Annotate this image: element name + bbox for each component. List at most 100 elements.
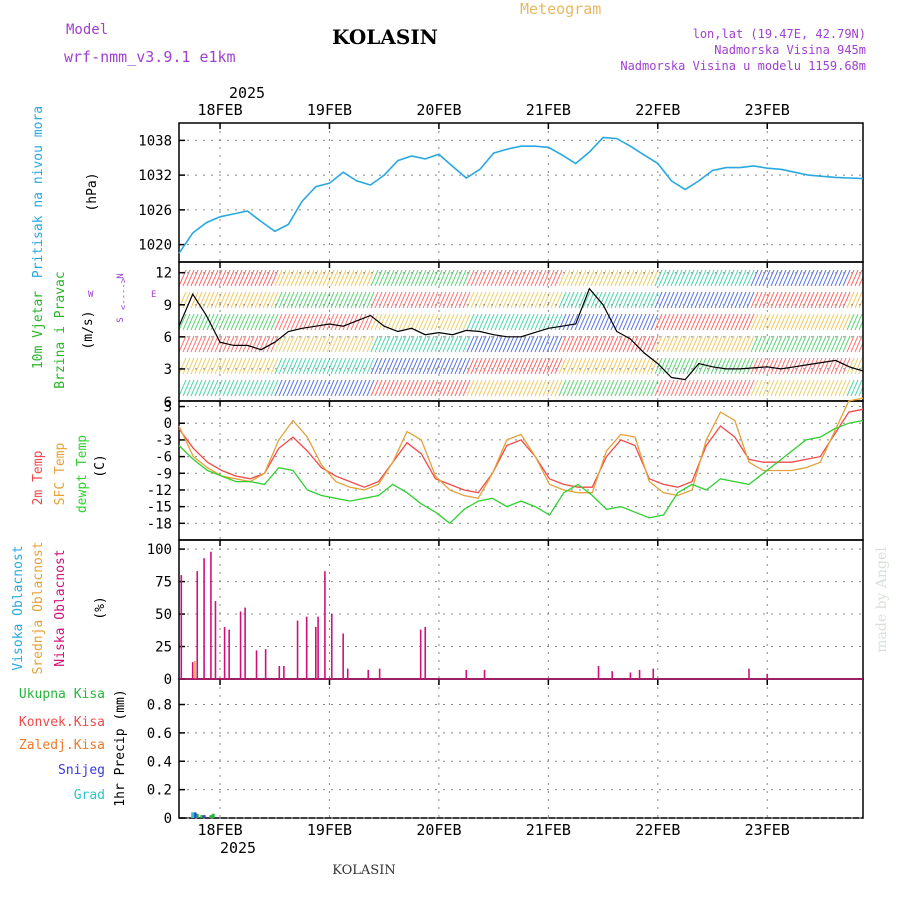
wind-barb-stroke [514, 357, 523, 375]
wind-barb-stroke [518, 313, 527, 331]
wind-barb-stroke [666, 313, 675, 331]
wind-barb-stroke [430, 335, 439, 353]
wind-barb-stroke [626, 379, 635, 397]
wind-barb-stroke [650, 291, 659, 309]
wind-barb-stroke [770, 357, 779, 375]
wind-barb-stroke [298, 269, 307, 287]
wind-barb-stroke [234, 357, 243, 375]
wind-barb-stroke [510, 357, 519, 375]
pressure-ylabel: Pritisak na nivou mora [31, 106, 46, 278]
wind-barb-stroke [490, 313, 499, 331]
wind-barb-stroke [562, 291, 571, 309]
wind-barb-stroke [554, 335, 563, 353]
wind-barb-stroke [430, 291, 439, 309]
wind-barb-stroke [838, 379, 847, 397]
wind-barb-stroke [622, 313, 631, 331]
wind-barb-stroke [778, 357, 787, 375]
wind-barb-stroke [502, 335, 511, 353]
wind-barb-stroke [682, 269, 691, 287]
wind-barb-stroke [666, 269, 675, 287]
wind-barb-stroke [334, 313, 343, 331]
wind-barb-stroke [354, 379, 363, 397]
wind-barb-stroke [802, 269, 811, 287]
wind-barb-stroke [230, 357, 239, 375]
y-tick-label: 1020 [138, 238, 172, 254]
wind-barb-stroke [354, 357, 363, 375]
wind-barb-stroke [234, 335, 243, 353]
wind-barb-stroke [402, 357, 411, 375]
wind-barb-stroke [426, 291, 435, 309]
y-tick-label: 50 [155, 607, 172, 623]
wind-barb-stroke [194, 335, 203, 353]
wind-barb-stroke [502, 379, 511, 397]
wind-barb-stroke [558, 357, 567, 375]
wind-barb-stroke [710, 335, 719, 353]
wind-barb-stroke [206, 291, 215, 309]
y-tick-label: 3 [164, 362, 172, 378]
wind-barb-stroke [266, 379, 275, 397]
wind-barb-stroke [850, 291, 859, 309]
wind-barb-stroke [230, 313, 239, 331]
wind-barb-stroke [782, 335, 791, 353]
wind-barb-bands [179, 269, 863, 397]
wind-barb-stroke [594, 313, 603, 331]
wind-barb-stroke [422, 357, 431, 375]
wind-barb-stroke [806, 357, 815, 375]
wind-barb-stroke [810, 357, 819, 375]
y-tick-label: -6 [155, 450, 172, 466]
wind-barb-stroke [302, 313, 311, 331]
wind-barb-stroke [818, 379, 827, 397]
wind-barb-stroke [738, 379, 747, 397]
wind-barb-stroke [258, 357, 267, 375]
wind-barb-stroke [386, 357, 395, 375]
wind-barb-stroke [406, 313, 415, 331]
wind-barb-stroke [622, 291, 631, 309]
wind-barb-stroke [350, 291, 359, 309]
wind-barb-stroke [238, 291, 247, 309]
wind-barb-stroke [830, 313, 839, 331]
wind-barb-stroke [246, 357, 255, 375]
wind-barb-stroke [658, 379, 667, 397]
top-day-label: 19FEB [307, 101, 352, 119]
wind-barb-stroke [506, 291, 515, 309]
wind-barb-stroke [838, 335, 847, 353]
wind-barb-stroke [786, 313, 795, 331]
wind-barb-stroke [854, 357, 863, 375]
wind-barb-stroke [370, 269, 379, 287]
wind-barb-stroke [782, 379, 791, 397]
wind-barb-stroke [282, 335, 291, 353]
wind-barb-stroke [234, 291, 243, 309]
wind-barb-stroke [482, 379, 491, 397]
wind-barb-stroke [634, 357, 643, 375]
wind-barb-stroke [642, 291, 651, 309]
wind-barb-stroke [638, 291, 647, 309]
wind-barb-stroke [846, 379, 855, 397]
wind-barb-stroke [734, 357, 743, 375]
wind-barb-stroke [354, 291, 363, 309]
wind-barb-stroke [818, 291, 827, 309]
wind-barb-stroke [322, 313, 331, 331]
y-tick-label: 1038 [138, 133, 172, 149]
wind-barb-stroke [518, 379, 527, 397]
wind-barb-stroke [726, 379, 735, 397]
wind-barb-stroke [338, 357, 347, 375]
wind-barb-stroke [398, 357, 407, 375]
wind-barb-stroke [306, 291, 315, 309]
wind-barb-stroke [782, 313, 791, 331]
wind-barb-stroke [202, 291, 211, 309]
wind-barb-stroke [658, 335, 667, 353]
wind-barb-stroke [446, 313, 455, 331]
wind-barb-stroke [326, 313, 335, 331]
wind-barb-stroke [642, 335, 651, 353]
wind-barb-stroke [318, 335, 327, 353]
wind-barb-stroke [230, 291, 239, 309]
wind-barb-stroke [634, 379, 643, 397]
wind-barb-stroke [390, 357, 399, 375]
wind-barb-stroke [610, 313, 619, 331]
wind-barb-stroke [346, 269, 355, 287]
wind-barb-stroke [606, 335, 615, 353]
wind-barb-stroke [438, 379, 447, 397]
wind-barb-stroke [530, 379, 539, 397]
wind-compass: N W E <----> S [88, 273, 156, 322]
wind-barb-stroke [246, 379, 255, 397]
